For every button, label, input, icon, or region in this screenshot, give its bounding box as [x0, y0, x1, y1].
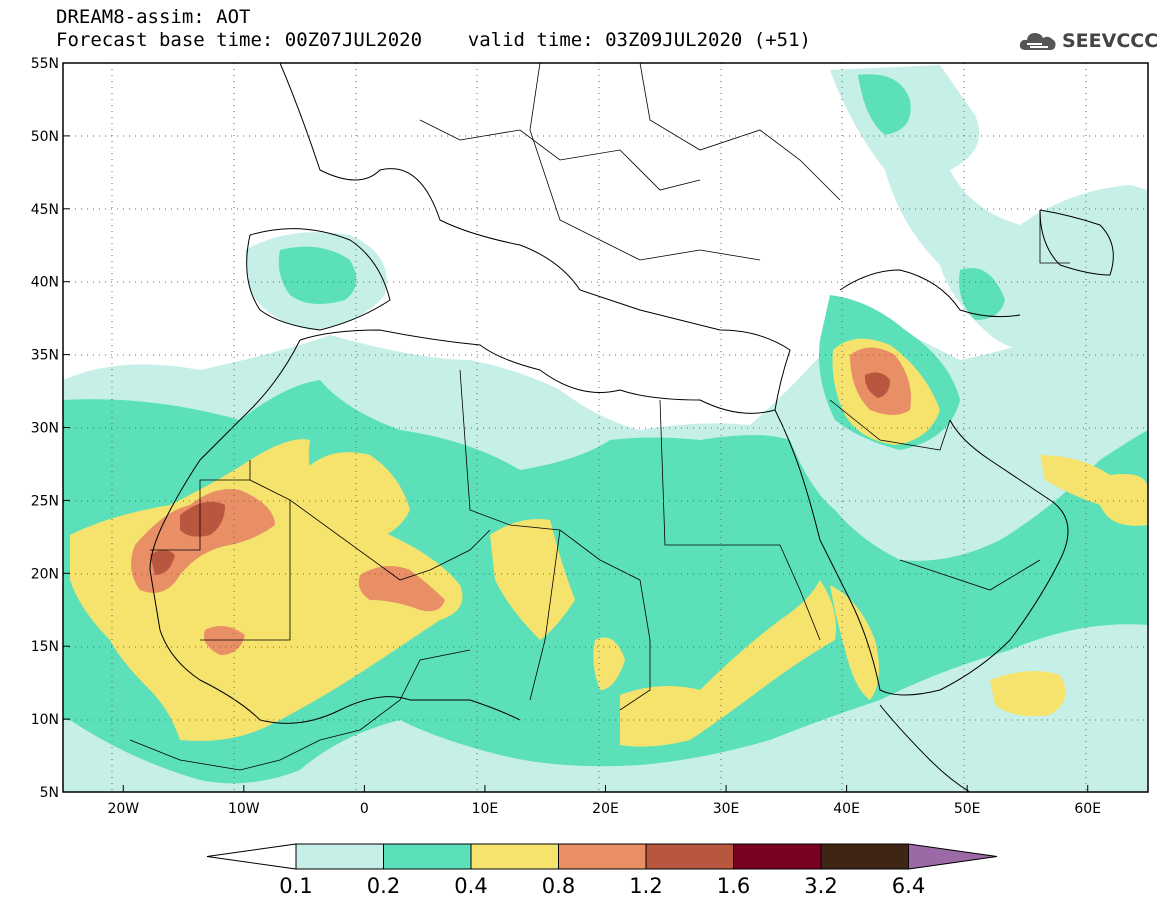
graticule [63, 63, 1148, 792]
colorbar-label: 0.2 [367, 874, 400, 898]
lat-tick-label: 45N [31, 202, 59, 218]
lon-tick-label: 20W [107, 801, 139, 817]
colorbar-over-arrow [908, 843, 998, 870]
lon-tick-label: 10W [228, 801, 260, 817]
lat-tick-label: 25N [31, 493, 59, 509]
lat-tick-label: 35N [31, 348, 59, 364]
colorbar-label: 0.4 [454, 874, 487, 898]
colorbar-under-arrow [206, 843, 297, 870]
colorbar-segment [295, 843, 384, 870]
longitude-axis: 20W 10W 0 10E 20E 30E 40E 50E 60E [107, 785, 1101, 817]
lat-tick-label: 55N [31, 56, 59, 72]
aot-colorbar: 0.1 0.2 0.4 0.8 1.2 1.6 3.2 6.4 [206, 843, 998, 898]
colorbar-label: 0.1 [279, 874, 312, 898]
colorbar-label: 3.2 [804, 874, 837, 898]
lon-tick-label: 40E [833, 801, 860, 817]
lat-tick-label: 40N [31, 275, 59, 291]
colorbar-label: 6.4 [892, 874, 925, 898]
lon-tick-label: 30E [713, 801, 740, 817]
colorbar-label: 1.2 [629, 874, 662, 898]
forecast-time-info: Forecast base time: 00Z07JUL2020 valid t… [56, 29, 811, 51]
colorbar-segment [820, 843, 909, 870]
colorbar-segment [733, 843, 822, 870]
colorbar-label: 1.6 [717, 874, 750, 898]
colorbar-segment [470, 843, 559, 870]
lat-tick-label: 5N [40, 785, 59, 801]
lat-tick-label: 30N [31, 421, 59, 437]
seevccc-logo: SEEVCCC [1018, 28, 1158, 54]
colorbar-label: 0.8 [542, 874, 575, 898]
lon-tick-label: 0 [360, 801, 369, 817]
lon-tick-label: 10E [472, 801, 499, 817]
cloud-icon [1019, 33, 1056, 50]
lat-tick-label: 20N [31, 566, 59, 582]
lon-tick-label: 20E [592, 801, 619, 817]
latitude-axis: 55N 50N 45N 40N 35N 30N 25N 20N 15N 10N 5N [31, 56, 70, 801]
aot-field [63, 63, 1148, 792]
lon-tick-label: 50E [954, 801, 981, 817]
colorbar-segment [645, 843, 734, 870]
colorbar-segment [383, 843, 472, 870]
colorbar-segment [558, 843, 647, 870]
lat-tick-label: 10N [31, 712, 59, 728]
lat-tick-label: 50N [31, 129, 59, 145]
logo-text: SEEVCCC [1062, 30, 1159, 52]
lat-tick-label: 15N [31, 639, 59, 655]
map-title: DREAM8-assim: AOT [56, 6, 251, 28]
lon-tick-label: 60E [1074, 801, 1101, 817]
